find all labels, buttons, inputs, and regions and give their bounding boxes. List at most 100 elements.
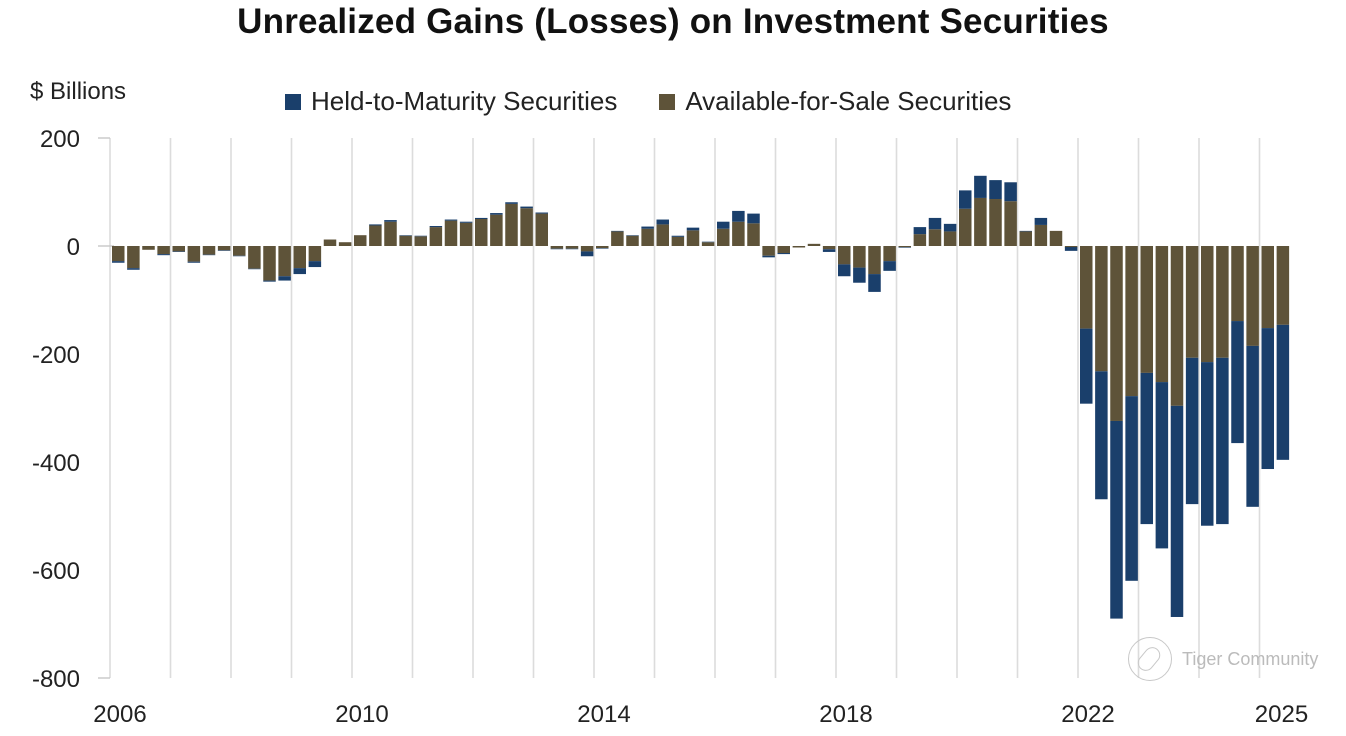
bar-htm-2025Q2 [1276, 324, 1290, 460]
watermark-text: Tiger Community [1182, 648, 1319, 669]
y-tick-label: -600 [32, 558, 80, 585]
tiger-logo-icon [1128, 637, 1172, 681]
bar-afs-2025Q2 [1276, 246, 1290, 325]
bar-htm-2011Q3 [444, 219, 458, 221]
bar-htm-2015Q4 [701, 241, 715, 243]
bar-afs-2006Q3 [142, 246, 155, 250]
bar-afs-2023Q3 [1170, 246, 1184, 406]
bar-afs-2009Q2 [308, 246, 322, 262]
bar-afs-2022Q2 [1095, 246, 1108, 372]
y-tick-label: -800 [32, 666, 80, 693]
bar-htm-2009Q2 [308, 261, 322, 268]
bar-afs-2017Q2 [792, 246, 806, 248]
bar-htm-2008Q3 [263, 280, 276, 282]
bar-afs-2023Q1 [1140, 246, 1153, 373]
bar-afs-2008Q4 [278, 246, 291, 277]
bar-afs-2019Q1 [898, 246, 911, 248]
bar-htm-2024Q1 [1201, 362, 1214, 526]
bar-afs-2011Q4 [459, 222, 473, 246]
bar-afs-2021Q3 [1049, 230, 1063, 246]
bar-afs-2014Q2 [611, 231, 624, 246]
bar-afs-2011Q1 [414, 236, 427, 246]
bar-afs-2021Q1 [1019, 231, 1032, 246]
bar-afs-2016Q2 [732, 221, 745, 246]
bar-htm-2019Q4 [943, 223, 957, 232]
bar-htm-2007Q4 [217, 250, 231, 251]
bar-afs-2009Q1 [293, 246, 306, 269]
y-axis-unit-label: $ Billions [30, 78, 127, 105]
bar-htm-2011Q1 [414, 235, 427, 237]
bar-htm-2011Q2 [429, 226, 443, 228]
bar-afs-2019Q2 [913, 234, 927, 246]
bar-htm-2022Q1 [1080, 328, 1093, 404]
bar-afs-2024Q1 [1201, 246, 1214, 363]
bar-htm-2011Q4 [459, 221, 473, 223]
bar-afs-2017Q4 [822, 246, 836, 250]
bar-htm-2008Q4 [278, 276, 291, 281]
bar-afs-2010Q4 [399, 235, 412, 246]
legend: Held-to-Maturity Securities Available-fo… [285, 86, 1053, 117]
bar-htm-2020Q1 [959, 190, 972, 209]
bar-htm-2006Q4 [157, 254, 170, 256]
bar-htm-2012Q3 [505, 202, 518, 204]
bar-htm-2013Q3 [565, 248, 579, 250]
bar-afs-2015Q1 [656, 224, 669, 246]
bar-htm-2019Q3 [928, 217, 942, 230]
bar-htm-2015Q3 [686, 227, 700, 231]
bar-afs-2017Q3 [807, 243, 821, 246]
bar-htm-2007Q3 [202, 254, 216, 256]
bar-afs-2018Q3 [868, 246, 881, 275]
bar-afs-2009Q4 [338, 242, 352, 246]
bar-htm-2014Q2 [611, 230, 624, 232]
bar-afs-2017Q1 [777, 246, 790, 254]
bar-htm-2013Q4 [580, 251, 594, 257]
bar-afs-2020Q2 [974, 197, 987, 246]
bar-htm-2010Q2 [369, 224, 382, 226]
bar-afs-2015Q4 [701, 242, 715, 246]
bar-afs-2006Q4 [157, 246, 170, 255]
bar-htm-2008Q2 [248, 268, 261, 270]
bar-afs-2012Q4 [520, 208, 533, 246]
bar-afs-2020Q1 [959, 208, 972, 246]
bar-htm-2018Q1 [838, 264, 851, 277]
bar-afs-2012Q1 [475, 219, 488, 246]
bar-afs-2010Q1 [354, 235, 367, 246]
bar-afs-2014Q1 [596, 246, 609, 249]
bar-afs-2024Q3 [1231, 246, 1244, 322]
bar-afs-2019Q4 [943, 231, 957, 246]
bar-htm-2016Q2 [732, 210, 745, 222]
x-tick-label: 2006 [93, 701, 146, 728]
bar-htm-2023Q3 [1170, 405, 1184, 617]
y-tick-label: -400 [32, 450, 80, 477]
bar-afs-2020Q3 [989, 199, 1002, 246]
bar-htm-2015Q1 [656, 219, 669, 225]
bar-afs-2013Q3 [565, 246, 579, 249]
bar-htm-2025Q1 [1261, 328, 1274, 470]
bar-htm-2019Q2 [913, 227, 927, 235]
bar-afs-2007Q2 [187, 246, 201, 262]
bar-afs-2010Q2 [369, 225, 382, 246]
bar-afs-2018Q4 [883, 246, 896, 262]
bar-afs-2011Q3 [444, 220, 458, 246]
bar-afs-2013Q4 [580, 246, 594, 252]
bar-afs-2016Q3 [747, 223, 760, 246]
legend-item-afs: Available-for-Sale Securities [659, 86, 1011, 117]
x-tick-label: 2025 [1255, 701, 1308, 728]
y-tick-label: 0 [67, 234, 80, 261]
bar-htm-2016Q3 [747, 213, 760, 224]
bar-htm-2017Q1 [777, 253, 790, 255]
bar-htm-2014Q1 [596, 248, 609, 249]
bar-htm-2021Q2 [1034, 217, 1048, 225]
x-tick-label: 2010 [335, 701, 388, 728]
bar-afs-2007Q1 [172, 246, 185, 252]
bar-htm-2021Q1 [1019, 230, 1032, 232]
bar-afs-2018Q2 [853, 246, 866, 268]
bar-htm-2012Q2 [490, 213, 503, 215]
bar-htm-2010Q3 [384, 220, 397, 222]
bar-htm-2020Q3 [989, 180, 1002, 200]
bar-htm-2020Q2 [974, 175, 987, 198]
legend-label-htm: Held-to-Maturity Securities [311, 86, 618, 116]
x-tick-label: 2014 [577, 701, 630, 728]
bar-afs-2020Q4 [1004, 201, 1017, 246]
bar-afs-2015Q3 [686, 230, 700, 246]
